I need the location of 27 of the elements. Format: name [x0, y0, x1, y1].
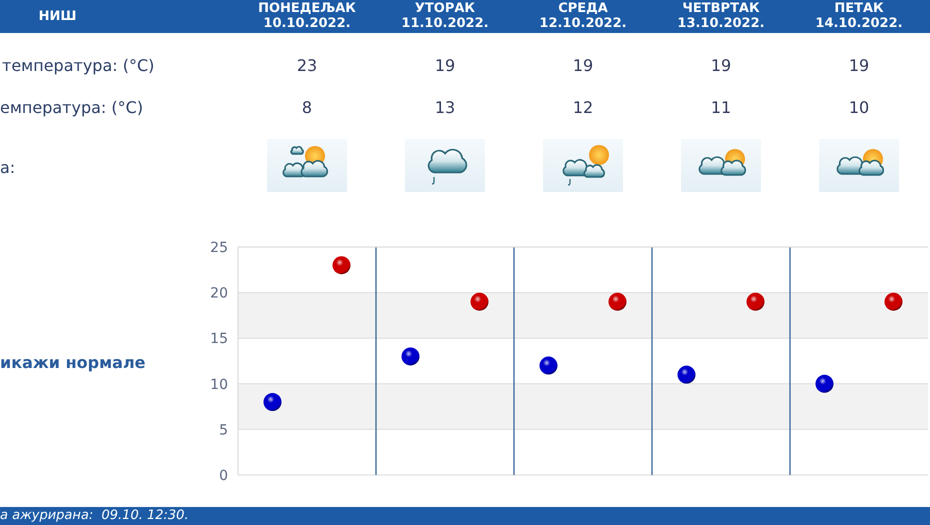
y-tick-label: 25	[210, 240, 228, 256]
data-label: 19	[434, 55, 456, 77]
text: а ажурирана: 09.10. 12:30.	[0, 508, 189, 523]
data-label: 12	[572, 97, 594, 119]
y-tick-label: 15	[210, 331, 228, 348]
text: а:	[0, 158, 16, 177]
data-label: 13	[434, 97, 456, 119]
data-label: 23	[296, 55, 318, 77]
text: НИШ	[38, 9, 76, 24]
text: СРЕДА 12.10.2022.	[539, 1, 627, 31]
y-tick-label: 0	[219, 468, 228, 484]
text: температура: (°C)	[2, 56, 154, 75]
data-label: 11	[710, 97, 732, 119]
data-label: 19	[710, 55, 732, 77]
text: ЧЕТВРТАК 13.10.2022.	[677, 1, 765, 31]
y-tick-label: 5	[219, 422, 228, 438]
text: ПЕТАК 14.10.2022.	[815, 1, 903, 31]
data-label: 19	[572, 55, 594, 77]
data-label: 8	[300, 97, 314, 119]
y-tick-label: 10	[210, 376, 228, 393]
data-label: 10	[848, 97, 870, 119]
text: икажи нормале	[0, 353, 146, 372]
text: ПОНЕДЕЉАК 10.10.2022.	[258, 1, 356, 31]
text: УТОРАК 11.10.2022.	[401, 1, 489, 31]
text: емпература: (°C)	[0, 98, 144, 117]
data-label: 19	[848, 55, 870, 77]
y-tick-label: 20	[210, 286, 228, 302]
